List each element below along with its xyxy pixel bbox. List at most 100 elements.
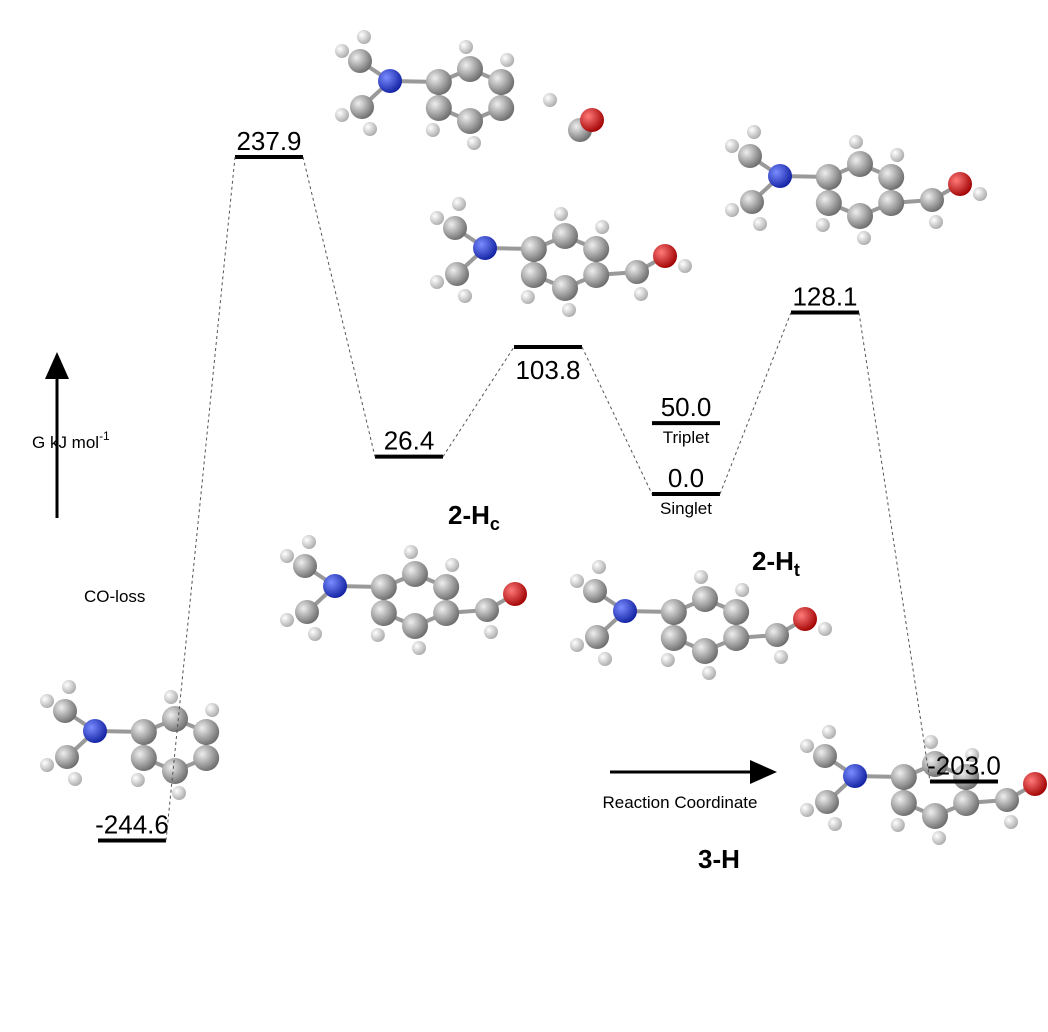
atom [205, 703, 219, 717]
atom [295, 600, 319, 624]
atom [83, 719, 107, 743]
atom [473, 236, 497, 260]
atom [929, 215, 943, 229]
energy-axis-label: G kJ mol-1 [32, 429, 110, 452]
atom [747, 125, 761, 139]
atom [488, 95, 514, 121]
atom [459, 40, 473, 54]
atom [570, 574, 584, 588]
atom [323, 574, 347, 598]
atom [661, 625, 687, 651]
atom [1023, 772, 1047, 796]
atom [995, 788, 1019, 812]
atom [131, 719, 157, 745]
atom [543, 93, 557, 107]
atom [452, 197, 466, 211]
atom [585, 625, 609, 649]
atom [371, 574, 397, 600]
atom [816, 190, 842, 216]
atom [878, 190, 904, 216]
atom [570, 638, 584, 652]
spin-state: Triplet [663, 428, 710, 447]
atom [738, 144, 762, 168]
atom [815, 790, 839, 814]
atom [692, 586, 718, 612]
atom [924, 735, 938, 749]
atom [430, 275, 444, 289]
atom [920, 188, 944, 212]
atom [302, 535, 316, 549]
atom [634, 287, 648, 301]
atom [293, 554, 317, 578]
atom [774, 650, 788, 664]
species-label: 2-Hc [448, 500, 500, 534]
connector [303, 157, 375, 457]
atom [335, 108, 349, 122]
atom [625, 260, 649, 284]
atom [40, 694, 54, 708]
atom [1004, 815, 1018, 829]
atom [725, 139, 739, 153]
atom [583, 579, 607, 603]
level-value: 237.9 [236, 126, 301, 156]
atom [404, 545, 418, 559]
level-value: -203.0 [927, 751, 1001, 781]
atom [847, 203, 873, 229]
level-value: -244.6 [95, 809, 169, 839]
level-value: 0.0 [668, 463, 704, 493]
atom [822, 725, 836, 739]
atom [948, 172, 972, 196]
atom [793, 607, 817, 631]
atom [55, 745, 79, 769]
atom [500, 53, 514, 67]
atom [800, 803, 814, 817]
atom [484, 625, 498, 639]
atom [828, 817, 842, 831]
connector [720, 313, 791, 494]
atom [702, 666, 716, 680]
atom [458, 289, 472, 303]
atom [357, 30, 371, 44]
atom [843, 764, 867, 788]
species-label: 3-H [698, 844, 740, 874]
molecules [40, 30, 1047, 845]
atom [613, 599, 637, 623]
level-value: 50.0 [661, 392, 712, 422]
atom [308, 627, 322, 641]
atom [723, 599, 749, 625]
atom [922, 803, 948, 829]
atom [653, 244, 677, 268]
co-loss-label: CO-loss [84, 587, 145, 606]
atom [583, 262, 609, 288]
atom [521, 290, 535, 304]
atom [162, 758, 188, 784]
atom [335, 44, 349, 58]
atom [554, 207, 568, 221]
atom [412, 641, 426, 655]
atom [818, 622, 832, 636]
atom [443, 216, 467, 240]
atom [445, 558, 459, 572]
atom [193, 719, 219, 745]
atom [280, 549, 294, 563]
atom [280, 613, 294, 627]
atom [426, 95, 452, 121]
atom [131, 773, 145, 787]
atom [467, 136, 481, 150]
atom [475, 598, 499, 622]
atom [847, 151, 873, 177]
atom [768, 164, 792, 188]
energy-diagram: G kJ mol-1 Reaction Coordinate CO-loss 2… [0, 0, 1048, 1032]
atom [580, 108, 604, 132]
atom [816, 218, 830, 232]
atom [592, 560, 606, 574]
level-value: 103.8 [515, 355, 580, 385]
atom [891, 790, 917, 816]
connector [859, 313, 930, 782]
atom [740, 190, 764, 214]
species-label: 2-Ht [752, 546, 800, 580]
atom [363, 122, 377, 136]
atom [371, 628, 385, 642]
atom [348, 49, 372, 73]
atom [426, 69, 452, 95]
